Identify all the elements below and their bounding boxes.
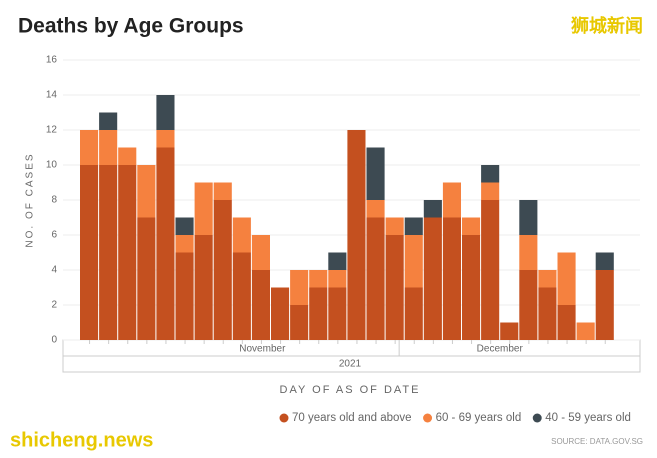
bar-segment: [213, 200, 232, 340]
bar-segment: [99, 130, 118, 165]
x-axis-label: DAY OF AS OF DATE: [280, 384, 421, 396]
y-tick-label: 8: [51, 195, 57, 206]
source: SOURCE: DATA.GOV.SG: [551, 437, 643, 446]
y-tick-label: 12: [46, 125, 58, 136]
bar-segment: [232, 252, 251, 340]
y-tick-label: 2: [51, 300, 57, 311]
bar-segment: [271, 287, 290, 340]
legend-marker: [279, 413, 289, 423]
bar-segment: [557, 305, 576, 340]
y-tick-label: 16: [46, 55, 58, 66]
bar-segment: [99, 165, 118, 340]
bar-segment: [385, 217, 404, 235]
bar-segment: [404, 217, 423, 235]
y-tick-label: 0: [51, 335, 57, 346]
bar-segment: [137, 217, 156, 340]
legend-marker: [423, 413, 433, 423]
y-tick-label: 14: [46, 90, 58, 101]
bar-segment: [442, 182, 461, 218]
bar-segment: [290, 305, 309, 340]
bar-segment: [328, 270, 347, 288]
bar-segment: [538, 270, 557, 288]
bar-segment: [328, 252, 347, 270]
bar-segment: [500, 322, 519, 340]
bar-segment: [347, 130, 366, 340]
bar-segment: [366, 147, 385, 200]
year-label: 2021: [339, 359, 362, 370]
bar-segment: [156, 147, 175, 340]
y-axis-label: NO. OF CASES: [25, 152, 36, 247]
bar-segment: [481, 165, 500, 183]
bar-segment: [519, 200, 538, 235]
bar-segment: [194, 182, 213, 235]
bar-segment: [366, 217, 385, 340]
bar-segment: [251, 235, 270, 270]
bar-segment: [366, 200, 385, 218]
month-label: November: [239, 344, 286, 355]
legend-label: 60 - 69 years old: [436, 412, 522, 424]
bar-segment: [175, 252, 194, 340]
bar-segment: [423, 200, 442, 218]
bar-segment: [251, 270, 270, 340]
bar-segment: [156, 130, 175, 148]
watermark: 狮城新闻: [571, 15, 643, 36]
bar-segment: [290, 270, 309, 305]
bar-segment: [80, 165, 99, 340]
legend-label: 40 - 59 years old: [545, 412, 631, 424]
legend-label: 70 years old and above: [292, 412, 412, 424]
chart-title: Deaths by Age Groups: [18, 15, 244, 38]
bar-segment: [175, 235, 194, 253]
bar-segment: [404, 235, 423, 288]
legend-marker: [532, 413, 542, 423]
bar-segment: [595, 270, 614, 340]
y-tick-label: 4: [51, 265, 57, 276]
bar-segment: [213, 182, 232, 200]
bar-segment: [576, 322, 595, 340]
bar-segment: [232, 217, 251, 253]
bar-segment: [462, 235, 481, 340]
bar-segment: [309, 270, 328, 288]
bar-segment: [328, 287, 347, 340]
bar-segment: [519, 235, 538, 270]
bar-segment: [118, 165, 137, 340]
bar-segment: [423, 217, 442, 340]
month-label: December: [477, 344, 524, 355]
bar-segment: [156, 95, 175, 130]
bar-segment: [595, 252, 614, 270]
bar-segment: [442, 217, 461, 340]
bar-segment: [519, 270, 538, 340]
bar-segment: [538, 287, 557, 340]
bar-segment: [175, 217, 194, 235]
bar-segment: [309, 287, 328, 340]
watermark: shicheng.news: [10, 429, 153, 451]
bar-segment: [481, 200, 500, 340]
y-tick-label: 10: [46, 160, 58, 171]
bar-segment: [137, 165, 156, 218]
bar-segment: [404, 287, 423, 340]
bar-segment: [462, 217, 481, 235]
bar-segment: [80, 130, 99, 165]
bar-segment: [481, 182, 500, 200]
bar-segment: [385, 235, 404, 340]
y-tick-label: 6: [51, 230, 57, 241]
bar-segment: [99, 112, 118, 130]
bar-segment: [118, 147, 137, 165]
bar-segment: [557, 252, 576, 305]
bar-segment: [194, 235, 213, 340]
